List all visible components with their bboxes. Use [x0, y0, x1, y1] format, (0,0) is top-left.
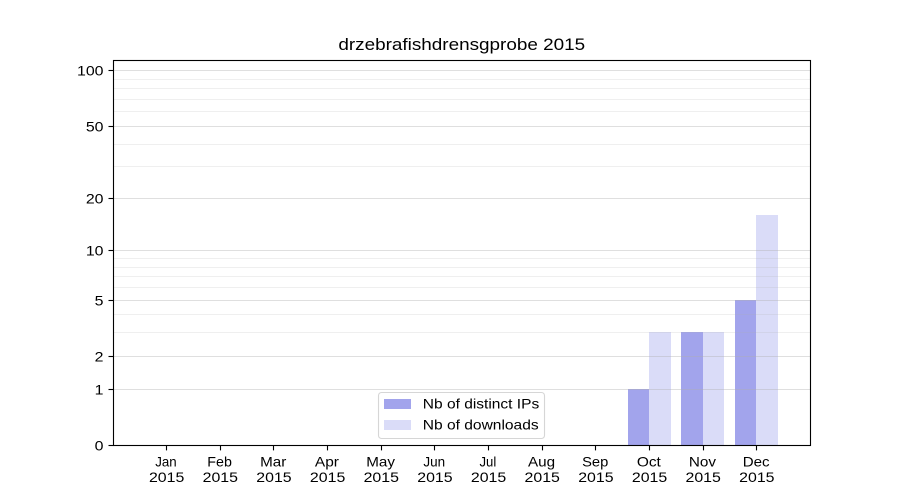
- svg-text:1: 1: [95, 381, 104, 397]
- svg-text:2015: 2015: [256, 469, 292, 485]
- svg-text:Jun: Jun: [423, 453, 445, 469]
- svg-text:2015: 2015: [364, 469, 400, 485]
- svg-text:Dec: Dec: [743, 453, 770, 469]
- svg-text:2015: 2015: [686, 469, 722, 485]
- svg-text:Apr: Apr: [315, 453, 339, 469]
- svg-text:2015: 2015: [578, 469, 614, 485]
- svg-text:5: 5: [95, 292, 104, 308]
- svg-text:Nb of downloads: Nb of downloads: [423, 417, 539, 433]
- svg-text:Feb: Feb: [207, 453, 232, 469]
- svg-text:2015: 2015: [525, 469, 561, 485]
- svg-text:2: 2: [95, 348, 104, 364]
- svg-text:Oct: Oct: [637, 453, 661, 469]
- svg-text:2015: 2015: [310, 469, 346, 485]
- svg-text:2015: 2015: [739, 469, 775, 485]
- svg-text:20: 20: [86, 190, 104, 206]
- svg-text:Nb of distinct IPs: Nb of distinct IPs: [423, 396, 539, 412]
- svg-text:Jul: Jul: [480, 453, 497, 469]
- svg-text:Nov: Nov: [689, 453, 716, 469]
- svg-text:Aug: Aug: [528, 453, 555, 469]
- svg-text:Mar: Mar: [260, 453, 287, 469]
- svg-text:2015: 2015: [471, 469, 507, 485]
- svg-text:0: 0: [95, 437, 104, 453]
- svg-text:2015: 2015: [417, 469, 453, 485]
- svg-text:2015: 2015: [632, 469, 668, 485]
- svg-text:Jan: Jan: [155, 453, 176, 469]
- svg-text:drzebrafishdrensgprobe 2015: drzebrafishdrensgprobe 2015: [338, 35, 585, 54]
- svg-text:50: 50: [86, 118, 104, 134]
- svg-text:100: 100: [77, 62, 104, 78]
- svg-text:May: May: [366, 453, 395, 469]
- svg-text:2015: 2015: [149, 469, 185, 485]
- svg-text:10: 10: [86, 242, 104, 258]
- svg-text:2015: 2015: [203, 469, 239, 485]
- svg-text:Sep: Sep: [582, 453, 608, 469]
